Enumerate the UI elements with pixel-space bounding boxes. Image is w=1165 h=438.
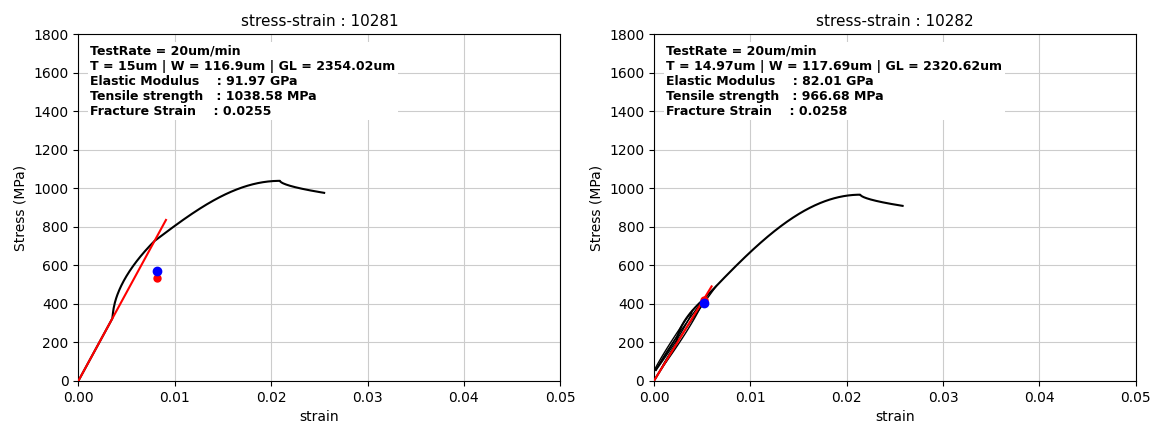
Y-axis label: Stress (MPa): Stress (MPa)	[14, 164, 28, 251]
X-axis label: strain: strain	[875, 410, 915, 424]
X-axis label: strain: strain	[299, 410, 339, 424]
Text: TestRate = 20um/min
T = 14.97um | W = 117.69um | GL = 2320.62um
Elastic Modulus : TestRate = 20um/min T = 14.97um | W = 11…	[666, 45, 1002, 118]
Title: stress-strain : 10281: stress-strain : 10281	[240, 14, 398, 29]
Title: stress-strain : 10282: stress-strain : 10282	[816, 14, 974, 29]
Text: TestRate = 20um/min
T = 15um | W = 116.9um | GL = 2354.02um
Elastic Modulus    :: TestRate = 20um/min T = 15um | W = 116.9…	[91, 45, 396, 118]
Y-axis label: Stress (MPa): Stress (MPa)	[589, 164, 603, 251]
